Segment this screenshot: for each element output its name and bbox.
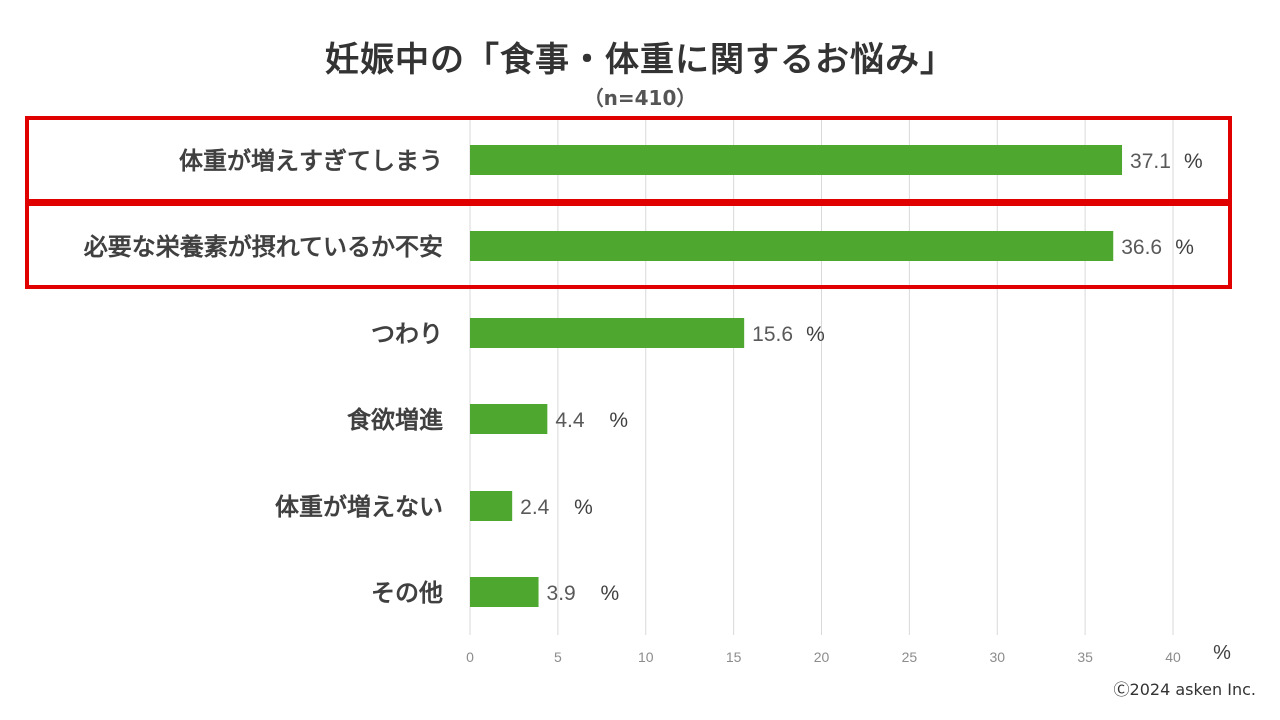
- data-label: 2.4: [520, 496, 550, 519]
- data-label: 37.1: [1130, 150, 1171, 173]
- category-label: その他: [371, 579, 443, 607]
- copyright-notice: Ⓒ2024 asken Inc.: [1113, 680, 1256, 699]
- data-label-unit: %: [806, 323, 825, 346]
- bar: [470, 404, 548, 434]
- x-tick-label: 10: [638, 649, 654, 665]
- data-label-unit: %: [609, 409, 628, 432]
- category-label: 食欲増進: [347, 406, 443, 434]
- x-tick-label: 35: [1077, 649, 1093, 665]
- highlight-box: [25, 116, 1232, 203]
- x-tick-label: 40: [1165, 649, 1181, 665]
- chart-title: 妊娠中の「食事・体重に関するお悩み」: [325, 40, 955, 80]
- highlight-box: [25, 202, 1232, 289]
- category-label: 体重が増えない: [275, 493, 443, 521]
- bar: [470, 577, 539, 607]
- data-label: 36.6: [1121, 236, 1162, 259]
- bar: [470, 231, 1114, 261]
- data-label: 4.4: [555, 409, 585, 432]
- data-label: 15.6: [752, 323, 793, 346]
- data-label-unit: %: [1184, 150, 1203, 173]
- data-label-unit: %: [601, 582, 620, 605]
- x-tick-label: 30: [989, 649, 1005, 665]
- x-tick-label: 5: [554, 649, 562, 665]
- x-axis-unit: %: [1213, 642, 1231, 664]
- data-label-unit: %: [1175, 236, 1194, 259]
- x-tick-label: 25: [902, 649, 918, 665]
- category-label: 体重が増えすぎてしまう: [179, 147, 443, 175]
- category-label: つわり: [371, 320, 443, 348]
- chart-subtitle: （n=410）: [583, 86, 697, 110]
- bar: [470, 318, 745, 348]
- bar: [470, 491, 513, 521]
- x-tick-label: 15: [726, 649, 742, 665]
- category-label: 必要な栄養素が摂れているか不安: [84, 233, 443, 261]
- data-label-unit: %: [574, 496, 593, 519]
- x-tick-label: 20: [814, 649, 830, 665]
- x-tick-label: 0: [466, 649, 474, 665]
- data-label: 3.9: [547, 582, 576, 605]
- bar: [470, 145, 1123, 175]
